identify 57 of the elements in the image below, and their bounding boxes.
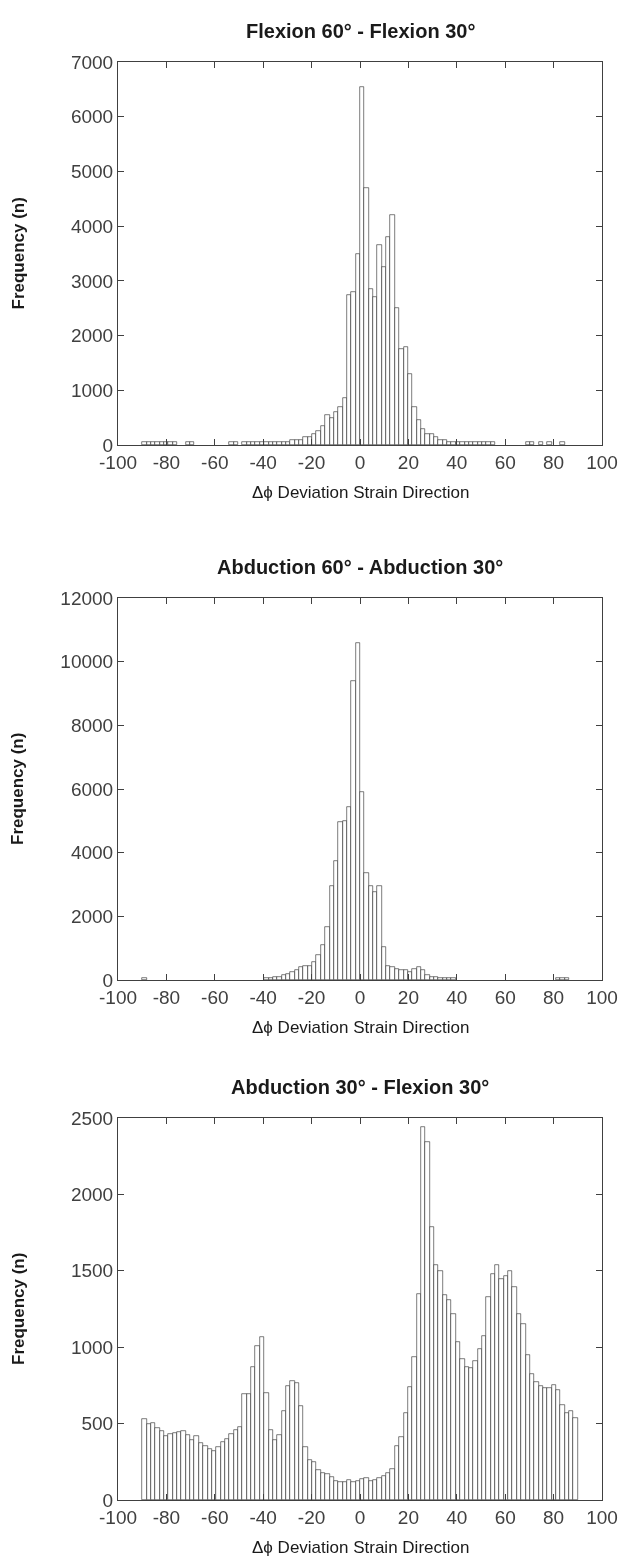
chart-title: Flexion 60° - Flexion 30° xyxy=(246,20,476,42)
y-tick-label: 10000 xyxy=(60,651,114,673)
chart-title: Abduction 60° - Abduction 30° xyxy=(217,556,504,578)
x-tick-label: 60 xyxy=(494,451,516,473)
x-tick-label: -20 xyxy=(297,451,326,473)
x-axis-title: Δϕ Deviation Strain Direction xyxy=(252,1018,470,1037)
x-tick-label: -20 xyxy=(297,986,326,1008)
y-axis-title: Frequency (n) xyxy=(9,1252,28,1365)
x-tick-label: 100 xyxy=(586,1506,618,1528)
x-tick-label: 0 xyxy=(354,451,366,473)
chart-title: Abduction 30° - Flexion 30° xyxy=(231,1076,490,1098)
x-axis-title: Δϕ Deviation Strain Direction xyxy=(252,483,470,502)
x-tick-label: -40 xyxy=(249,1506,277,1528)
y-tick-label: 1000 xyxy=(70,1336,114,1358)
y-tick-label: 4000 xyxy=(70,215,114,237)
y-tick-label: 3000 xyxy=(70,270,114,292)
x-tick-label: -60 xyxy=(201,986,229,1008)
x-tick-label: 100 xyxy=(586,451,618,473)
x-tick-label: 0 xyxy=(354,1506,366,1528)
x-tick-label: 80 xyxy=(543,986,565,1008)
y-axis-title: Frequency (n) xyxy=(8,732,27,845)
y-axis-title: Frequency (n) xyxy=(8,197,28,310)
y-tick-label: 4000 xyxy=(70,842,114,864)
x-tick-label: -80 xyxy=(152,1506,181,1528)
x-tick-label: 20 xyxy=(397,451,419,473)
x-tick-label: 0 xyxy=(354,986,366,1008)
x-tick-label: 40 xyxy=(446,986,468,1008)
x-tick-label: 60 xyxy=(494,1506,516,1528)
y-tick-label: 2000 xyxy=(70,1184,114,1206)
x-tick-label: -40 xyxy=(249,986,277,1008)
x-tick-label: -40 xyxy=(249,451,277,473)
y-tick-label: 1500 xyxy=(70,1260,114,1282)
y-tick-label: 8000 xyxy=(70,714,114,736)
y-tick-label: 6000 xyxy=(70,106,114,128)
x-tick-label: 60 xyxy=(494,986,516,1008)
y-tick-label: 6000 xyxy=(70,778,114,800)
x-tick-label: 20 xyxy=(397,986,419,1008)
x-tick-label: 80 xyxy=(543,1506,565,1528)
x-tick-label: 40 xyxy=(446,1506,468,1528)
x-tick-label: 20 xyxy=(397,1506,419,1528)
y-tick-label: 7000 xyxy=(70,51,114,73)
x-tick-label: 80 xyxy=(543,451,565,473)
x-axis-title: Δϕ Deviation Strain Direction xyxy=(252,1538,470,1557)
x-tick-label: -60 xyxy=(201,1506,229,1528)
y-tick-label: 5000 xyxy=(70,161,114,183)
y-tick-label: 500 xyxy=(81,1413,114,1435)
y-tick-label: 1000 xyxy=(70,379,114,401)
y-tick-label: 2500 xyxy=(70,1107,114,1129)
y-tick-label: 2000 xyxy=(70,905,114,927)
x-tick-label: -60 xyxy=(201,451,229,473)
y-tick-label: 12000 xyxy=(60,587,114,609)
x-tick-label: -80 xyxy=(152,451,181,473)
x-tick-label: 40 xyxy=(446,451,468,473)
y-tick-label: 2000 xyxy=(70,325,114,347)
x-tick-label: -80 xyxy=(152,986,181,1008)
x-tick-label: -20 xyxy=(297,1506,326,1528)
x-tick-label: 100 xyxy=(586,986,618,1008)
